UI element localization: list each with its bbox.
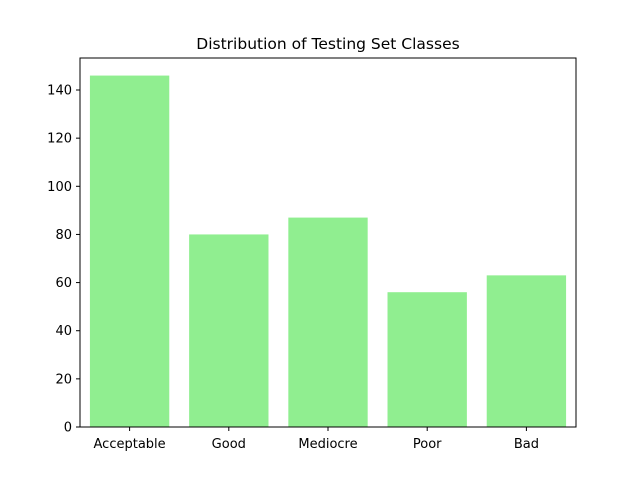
y-tick-label: 60	[55, 276, 72, 291]
bar-good	[189, 234, 269, 427]
x-tick-label: Good	[212, 437, 246, 452]
bars-layer	[89, 75, 567, 428]
bar-poor	[387, 292, 467, 427]
bar-bad	[486, 275, 567, 427]
x-tick-label: Acceptable	[94, 437, 166, 452]
x-tick-label: Bad	[514, 437, 539, 452]
bar-mediocre	[288, 217, 368, 427]
y-tick-label: 40	[55, 324, 72, 339]
y-tick-label: 100	[47, 180, 72, 195]
y-tick-label: 80	[55, 228, 72, 243]
chart-title: Distribution of Testing Set Classes	[196, 35, 459, 53]
y-tick-label: 120	[47, 132, 72, 147]
x-tick-label: Mediocre	[298, 437, 357, 452]
x-axis-ticks: Acceptable Good Mediocre Poor Bad	[94, 427, 539, 452]
plot-frame	[79, 57, 577, 428]
x-tick-label: Poor	[413, 437, 442, 452]
y-axis-ticks: 0 20 40 60 80 100 120 140	[47, 84, 80, 436]
y-tick-label: 20	[55, 372, 72, 387]
y-tick-label: 0	[64, 421, 72, 436]
bar-acceptable	[89, 75, 170, 428]
y-tick-label: 140	[47, 84, 72, 99]
